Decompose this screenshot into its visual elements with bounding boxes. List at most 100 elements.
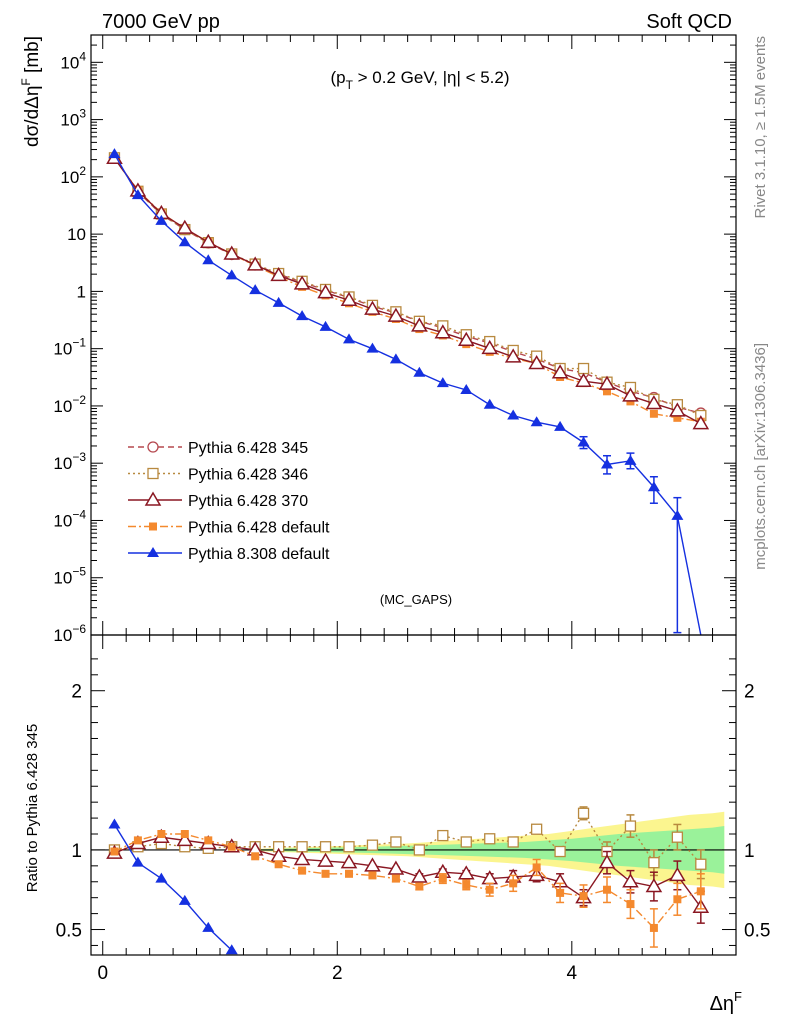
data-point (504, 348, 522, 363)
ratio-point (131, 856, 144, 867)
ratio-point (413, 844, 426, 856)
legend-item-p6def: Pythia 6.428 default (128, 520, 330, 537)
data-point (223, 245, 241, 260)
header-right: Soft QCD (646, 11, 732, 33)
ratio-point (368, 871, 377, 880)
ratio-point (603, 885, 611, 894)
ratio-point (390, 836, 402, 848)
ratio-y-tick-label: 1 (71, 841, 82, 862)
legend-item-p8def: Pythia 8.308 default (128, 546, 330, 563)
data-point (669, 402, 686, 417)
ratio-point (296, 841, 308, 853)
data-point (483, 398, 496, 409)
data-point (436, 377, 449, 388)
ratio-point (507, 836, 519, 848)
data-point (645, 395, 663, 410)
ratio-point (155, 872, 168, 883)
data-point (457, 331, 475, 347)
series-p8def (108, 148, 702, 636)
ratio-point (648, 857, 660, 869)
main-plot-frame (90, 34, 737, 636)
ratio-point (645, 878, 663, 893)
legend-marker (144, 491, 162, 506)
ratio-point (556, 888, 565, 897)
data-point (460, 383, 473, 394)
data-point (366, 342, 379, 353)
data-point (575, 372, 592, 387)
legend-label: Pythia 6.428 370 (188, 493, 308, 510)
y-tick-label: 10 (67, 225, 86, 244)
y-tick-label: 102 (60, 164, 86, 187)
ratio-point (204, 836, 213, 845)
ratio-plot-frame (90, 634, 737, 956)
data-point (293, 275, 311, 290)
ratio-point (532, 863, 541, 872)
data-point (246, 256, 264, 271)
ratio-series-p8def (108, 818, 238, 955)
ratio-point (108, 818, 121, 829)
series-p345 (108, 152, 707, 419)
ratio-point (321, 869, 330, 878)
ratio-point (598, 854, 616, 869)
ratio-point (554, 845, 566, 858)
data-point (554, 420, 567, 431)
y-tick-label: 10−3 (53, 450, 86, 473)
y-tick-label: 10−1 (53, 336, 86, 359)
data-point (601, 458, 613, 469)
data-point (272, 296, 285, 307)
data-point (155, 214, 168, 225)
ratio-point (317, 852, 334, 867)
ratio-point (411, 868, 428, 883)
data-point (577, 436, 590, 447)
data-point (673, 413, 682, 422)
ratio-point (202, 921, 215, 932)
data-point (507, 409, 520, 420)
legend-marker (149, 522, 157, 531)
ratio-point (438, 874, 447, 883)
ratio-point (180, 830, 189, 839)
data-point (108, 148, 121, 159)
series-line-p346 (113, 157, 702, 417)
ratio-point (457, 865, 475, 880)
ratio-xlabel: ΔηF (710, 989, 742, 1015)
ratio-y-tick-label-right: 1 (744, 841, 755, 862)
ratio-point (671, 831, 684, 843)
ratio-series-p6def (110, 830, 705, 948)
ratio-point (530, 823, 543, 835)
ratio-point (251, 852, 260, 861)
ratio-point (484, 833, 496, 845)
ratio-point (509, 879, 518, 888)
ratio-point (462, 880, 471, 889)
data-point (692, 415, 710, 430)
data-point (551, 364, 569, 379)
ratio-point (387, 860, 405, 875)
analysis-watermark: (MC_GAPS) (380, 592, 452, 607)
data-point (647, 481, 660, 492)
data-point (178, 236, 191, 247)
y-tick-label: 1 (77, 282, 86, 301)
legend-label: Pythia 6.428 346 (188, 467, 308, 484)
y-tick-label: 103 (60, 107, 86, 130)
x-tick-label: 4 (567, 963, 578, 984)
y-tick-label: 104 (60, 49, 86, 72)
ratio-point (366, 839, 379, 851)
ratio-point (577, 807, 590, 819)
ratio-point (133, 836, 142, 845)
ratio-point (227, 842, 236, 851)
y-tick-label: 10−5 (53, 565, 86, 588)
data-point (317, 284, 334, 299)
legend-marker (147, 547, 159, 557)
data-point (387, 307, 405, 322)
data-point (411, 317, 428, 332)
ratio-point (669, 866, 686, 882)
data-point (225, 269, 238, 280)
data-point (434, 324, 452, 339)
data-point (528, 355, 545, 370)
ratio-point (110, 847, 119, 856)
data-point (598, 375, 616, 390)
legend-marker (147, 441, 159, 453)
data-point (603, 387, 611, 396)
main-ylabel: dσ/dΔηF [mb] (19, 36, 43, 147)
